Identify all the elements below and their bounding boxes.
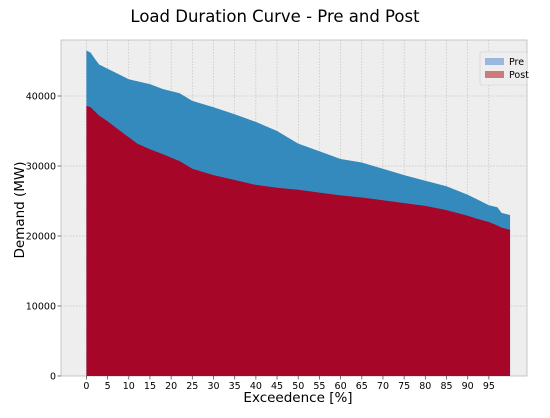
legend-label-post: Post — [509, 70, 529, 81]
x-tick-label: 75 — [398, 381, 410, 392]
x-tick-label: 25 — [186, 381, 198, 392]
y-tick-label: 30000 — [26, 161, 56, 172]
area-post — [86, 105, 511, 377]
x-tick-label: 10 — [123, 381, 135, 392]
y-axis-title: Demand (MW) — [12, 161, 28, 258]
x-tick-label: 85 — [440, 381, 452, 392]
x-tick-label: 15 — [144, 381, 156, 392]
legend: Pre Post — [479, 51, 529, 86]
legend-label-pre: Pre — [509, 57, 524, 68]
x-tick-label: 5 — [105, 381, 111, 392]
y-tick-label: 20000 — [26, 231, 56, 242]
x-tick-label: 40 — [250, 381, 262, 392]
x-tick-label: 45 — [271, 381, 283, 392]
chart-title: Load Duration Curve - Pre and Post — [130, 7, 420, 26]
legend-swatch-pre — [485, 58, 504, 65]
x-tick-label: 55 — [313, 381, 325, 392]
x-tick-label: 65 — [356, 381, 368, 392]
x-tick-label: 35 — [229, 381, 241, 392]
x-tick-label: 20 — [165, 381, 177, 392]
x-tick-label: 95 — [483, 381, 495, 392]
y-tick-label: 0 — [50, 371, 56, 382]
y-tick-label: 10000 — [26, 301, 56, 312]
x-tick-label: 30 — [207, 381, 219, 392]
x-tick-label: 60 — [335, 381, 347, 392]
x-tick-label: 90 — [462, 381, 474, 392]
x-tick-label: 80 — [419, 381, 431, 392]
y-tick-label: 40000 — [26, 91, 56, 102]
x-tick-label: 0 — [83, 381, 89, 392]
x-axis-ticks: 0 5 10 15 20 25 30 35 40 45 50 55 60 65 70 75 80 85 90 95 — [83, 376, 495, 392]
x-axis-title: Exceedence [%] — [243, 390, 352, 406]
x-tick-label: 70 — [377, 381, 389, 392]
legend-swatch-post — [485, 71, 504, 78]
area-series — [86, 50, 511, 377]
y-axis-ticks: 0 10000 20000 30000 40000 — [26, 91, 61, 382]
x-tick-label: 50 — [292, 381, 304, 392]
